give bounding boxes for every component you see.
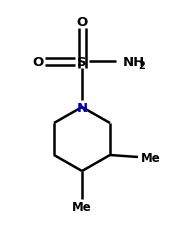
Text: 2: 2 bbox=[138, 61, 145, 71]
Text: Me: Me bbox=[72, 201, 92, 214]
Text: O: O bbox=[32, 55, 44, 68]
Text: N: N bbox=[76, 101, 88, 114]
Text: Me: Me bbox=[141, 151, 161, 164]
Text: S: S bbox=[77, 55, 87, 68]
Text: NH: NH bbox=[123, 55, 145, 68]
Text: O: O bbox=[76, 15, 88, 28]
